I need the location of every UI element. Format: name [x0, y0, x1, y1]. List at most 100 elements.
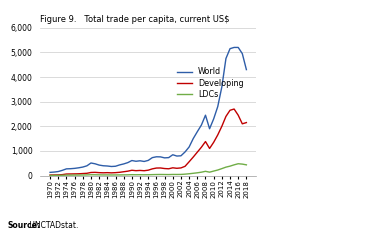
World: [81, 166, 85, 168]
World: [244, 68, 249, 71]
World: [142, 160, 146, 163]
Developing: [64, 173, 69, 175]
World: [72, 167, 77, 170]
LDCs: [216, 169, 220, 171]
Developing: [183, 165, 187, 168]
Developing: [154, 167, 158, 169]
LDCs: [236, 162, 240, 165]
LDCs: [64, 174, 69, 176]
LDCs: [138, 173, 142, 176]
World: [97, 164, 101, 167]
World: [113, 165, 118, 168]
Developing: [199, 146, 203, 149]
LDCs: [228, 165, 232, 167]
Developing: [122, 170, 126, 173]
Line: Developing: Developing: [50, 109, 246, 175]
World: [154, 155, 158, 158]
World: [56, 170, 60, 173]
LDCs: [48, 174, 52, 177]
Developing: [56, 173, 60, 176]
World: [93, 162, 97, 165]
Developing: [68, 173, 73, 175]
World: [167, 156, 171, 159]
Text: UNCTADstat.: UNCTADstat.: [27, 221, 79, 230]
LDCs: [134, 173, 138, 176]
LDCs: [142, 173, 146, 176]
LDCs: [60, 174, 64, 177]
Developing: [240, 122, 244, 125]
LDCs: [232, 164, 236, 166]
Developing: [93, 171, 97, 174]
World: [101, 164, 105, 167]
Developing: [76, 172, 81, 175]
Developing: [244, 121, 249, 124]
LDCs: [97, 173, 101, 176]
World: [150, 156, 154, 159]
Developing: [150, 167, 154, 170]
Developing: [142, 169, 146, 172]
LDCs: [195, 171, 199, 174]
World: [146, 159, 150, 162]
LDCs: [191, 172, 195, 175]
World: [138, 159, 142, 162]
LDCs: [81, 174, 85, 176]
World: [163, 156, 167, 159]
LDCs: [212, 170, 216, 173]
Developing: [187, 160, 191, 163]
Developing: [138, 169, 142, 172]
Developing: [195, 151, 199, 154]
World: [52, 171, 56, 173]
LDCs: [146, 173, 150, 176]
LDCs: [117, 173, 122, 176]
LDCs: [154, 173, 158, 176]
World: [175, 155, 179, 158]
Developing: [208, 147, 212, 150]
Developing: [163, 167, 167, 170]
LDCs: [85, 173, 89, 176]
World: [85, 164, 89, 167]
LDCs: [126, 173, 130, 176]
Developing: [81, 172, 85, 175]
World: [220, 85, 224, 88]
World: [236, 46, 240, 49]
LDCs: [52, 174, 56, 177]
LDCs: [175, 173, 179, 176]
LDCs: [56, 174, 60, 177]
LDCs: [122, 173, 126, 176]
Developing: [212, 141, 216, 144]
Developing: [175, 167, 179, 170]
LDCs: [183, 173, 187, 176]
World: [199, 124, 203, 126]
World: [126, 161, 130, 164]
LDCs: [93, 173, 97, 176]
LDCs: [167, 173, 171, 176]
LDCs: [244, 164, 249, 166]
LDCs: [203, 170, 208, 173]
LDCs: [72, 174, 77, 176]
World: [228, 47, 232, 50]
World: [195, 130, 199, 133]
Developing: [126, 170, 130, 173]
World: [68, 167, 73, 170]
World: [171, 153, 175, 156]
Developing: [220, 125, 224, 128]
Text: Figure 9.   Total trade per capita, current US$: Figure 9. Total trade per capita, curren…: [40, 15, 230, 24]
Developing: [60, 173, 64, 176]
Line: World: World: [50, 47, 246, 172]
Developing: [191, 156, 195, 158]
LDCs: [179, 173, 183, 176]
World: [48, 171, 52, 174]
World: [76, 166, 81, 169]
Developing: [167, 167, 171, 170]
Developing: [105, 171, 109, 174]
World: [179, 154, 183, 157]
Developing: [52, 173, 56, 176]
LDCs: [109, 173, 113, 176]
Developing: [113, 171, 118, 174]
World: [105, 165, 109, 167]
LDCs: [113, 173, 118, 176]
LDCs: [130, 173, 134, 176]
LDCs: [158, 173, 163, 176]
LDCs: [220, 167, 224, 170]
World: [183, 151, 187, 153]
